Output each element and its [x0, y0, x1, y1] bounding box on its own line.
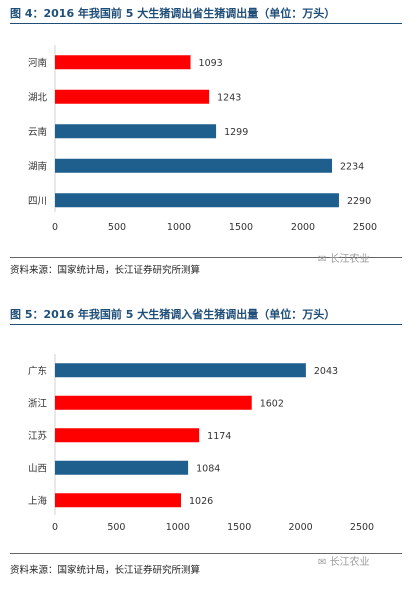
bar [55, 158, 333, 173]
tick-label: 1500 [229, 222, 253, 233]
bar [55, 395, 252, 410]
bar [55, 124, 217, 139]
title-rule [10, 23, 402, 24]
category-label: 广东 [28, 365, 47, 377]
tick-label: 0 [52, 522, 58, 533]
watermark: ✉ 长江农业 [318, 553, 370, 568]
tick-label: 1000 [167, 222, 191, 233]
category-label: 湖南 [28, 160, 47, 172]
bar [55, 193, 339, 208]
chart-title: 图 5：2016 年我国前 5 大生猪调入省生猪调出量（单位：万头） [10, 308, 336, 321]
category-label: 江苏 [28, 430, 48, 442]
tick-label: 1000 [166, 522, 190, 533]
bar [55, 460, 189, 475]
category-label: 四川 [28, 196, 47, 207]
bar [55, 428, 200, 443]
watermark-icon: ✉ [318, 254, 330, 265]
figure-4: 图 4：2016 年我国前 5 大生猪调出省生猪调出量（单位：万头） 河南 109… [0, 0, 410, 290]
watermark-text: 长江农业 [329, 557, 370, 568]
watermark-text: 长江农业 [329, 254, 370, 265]
category-label: 山西 [28, 463, 47, 474]
tick-label: 2000 [291, 222, 315, 233]
watermark: ✉ 长江农业 [318, 250, 370, 265]
data-label: 1093 [199, 58, 223, 69]
data-label: 1602 [260, 398, 284, 409]
source-note: 资料来源：国家统计局，长江证券研究所测算 [10, 265, 201, 276]
data-label: 2234 [340, 161, 364, 172]
tick-label: 2000 [289, 522, 313, 533]
data-label: 1299 [224, 127, 248, 138]
data-label: 1084 [196, 463, 220, 474]
source-note: 资料来源：国家统计局，长江证券研究所测算 [10, 565, 201, 576]
category-label: 河南 [28, 57, 47, 69]
bar-chart: 河南 1093 湖北 1243 云南 1299 湖南 2234 四川 2290 0 500 1000 15… [28, 45, 377, 233]
data-label: 2043 [314, 366, 338, 377]
data-label: 1243 [217, 92, 241, 103]
tick-label: 500 [107, 522, 125, 533]
bar [55, 493, 181, 508]
tick-label: 1500 [227, 522, 251, 533]
source-rule [10, 257, 402, 258]
category-label: 浙江 [28, 397, 48, 409]
tick-label: 0 [52, 222, 58, 233]
watermark-icon: ✉ [318, 557, 330, 568]
title-rule [10, 324, 402, 325]
tick-label: 2500 [350, 522, 374, 533]
tick-label: 500 [108, 222, 126, 233]
bar [55, 89, 210, 104]
bar [55, 55, 191, 70]
data-label: 1026 [189, 496, 213, 507]
chart-title: 图 4：2016 年我国前 5 大生猪调出省生猪调出量（单位：万头） [10, 7, 336, 20]
figure-5: 图 5：2016 年我国前 5 大生猪调入省生猪调出量（单位：万头） 广东 204… [0, 300, 410, 583]
data-label: 2290 [347, 196, 371, 207]
source-rule [10, 553, 402, 554]
bar [55, 363, 306, 378]
category-label: 上海 [28, 495, 48, 507]
category-label: 云南 [28, 126, 47, 138]
bar-chart: 广东 2043 浙江 1602 江苏 1174 山西 1084 上海 1026 0 500 1000 15… [28, 354, 374, 533]
data-label: 1174 [207, 431, 231, 442]
tick-label: 2500 [353, 222, 377, 233]
category-label: 湖北 [28, 92, 48, 103]
